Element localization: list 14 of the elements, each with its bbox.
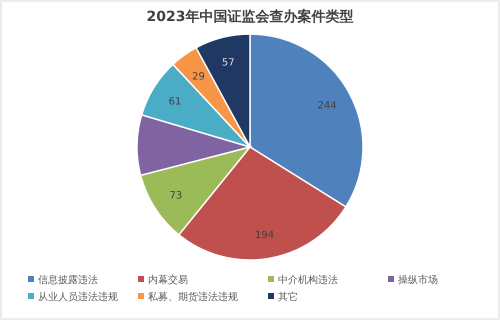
data-label: 29	[192, 71, 205, 82]
data-label: 61	[168, 96, 182, 108]
chart-title: 2023年中国证监会查办案件类型	[146, 8, 354, 25]
data-label: 57	[222, 58, 235, 69]
legend-label: 其它	[278, 291, 298, 303]
legend-label: 操纵市场	[398, 274, 438, 286]
legend-label: 中介机构违法	[278, 274, 338, 286]
data-label: 244	[318, 100, 337, 112]
legend-label: 从业人员违法违规	[38, 291, 118, 303]
legend-label: 私募、期货违法违规	[148, 291, 238, 303]
legend-label: 内幕交易	[148, 274, 188, 286]
data-label: 194	[255, 230, 274, 241]
data-label: 73	[170, 190, 182, 202]
legend-label: 信息披露违法	[38, 274, 98, 286]
